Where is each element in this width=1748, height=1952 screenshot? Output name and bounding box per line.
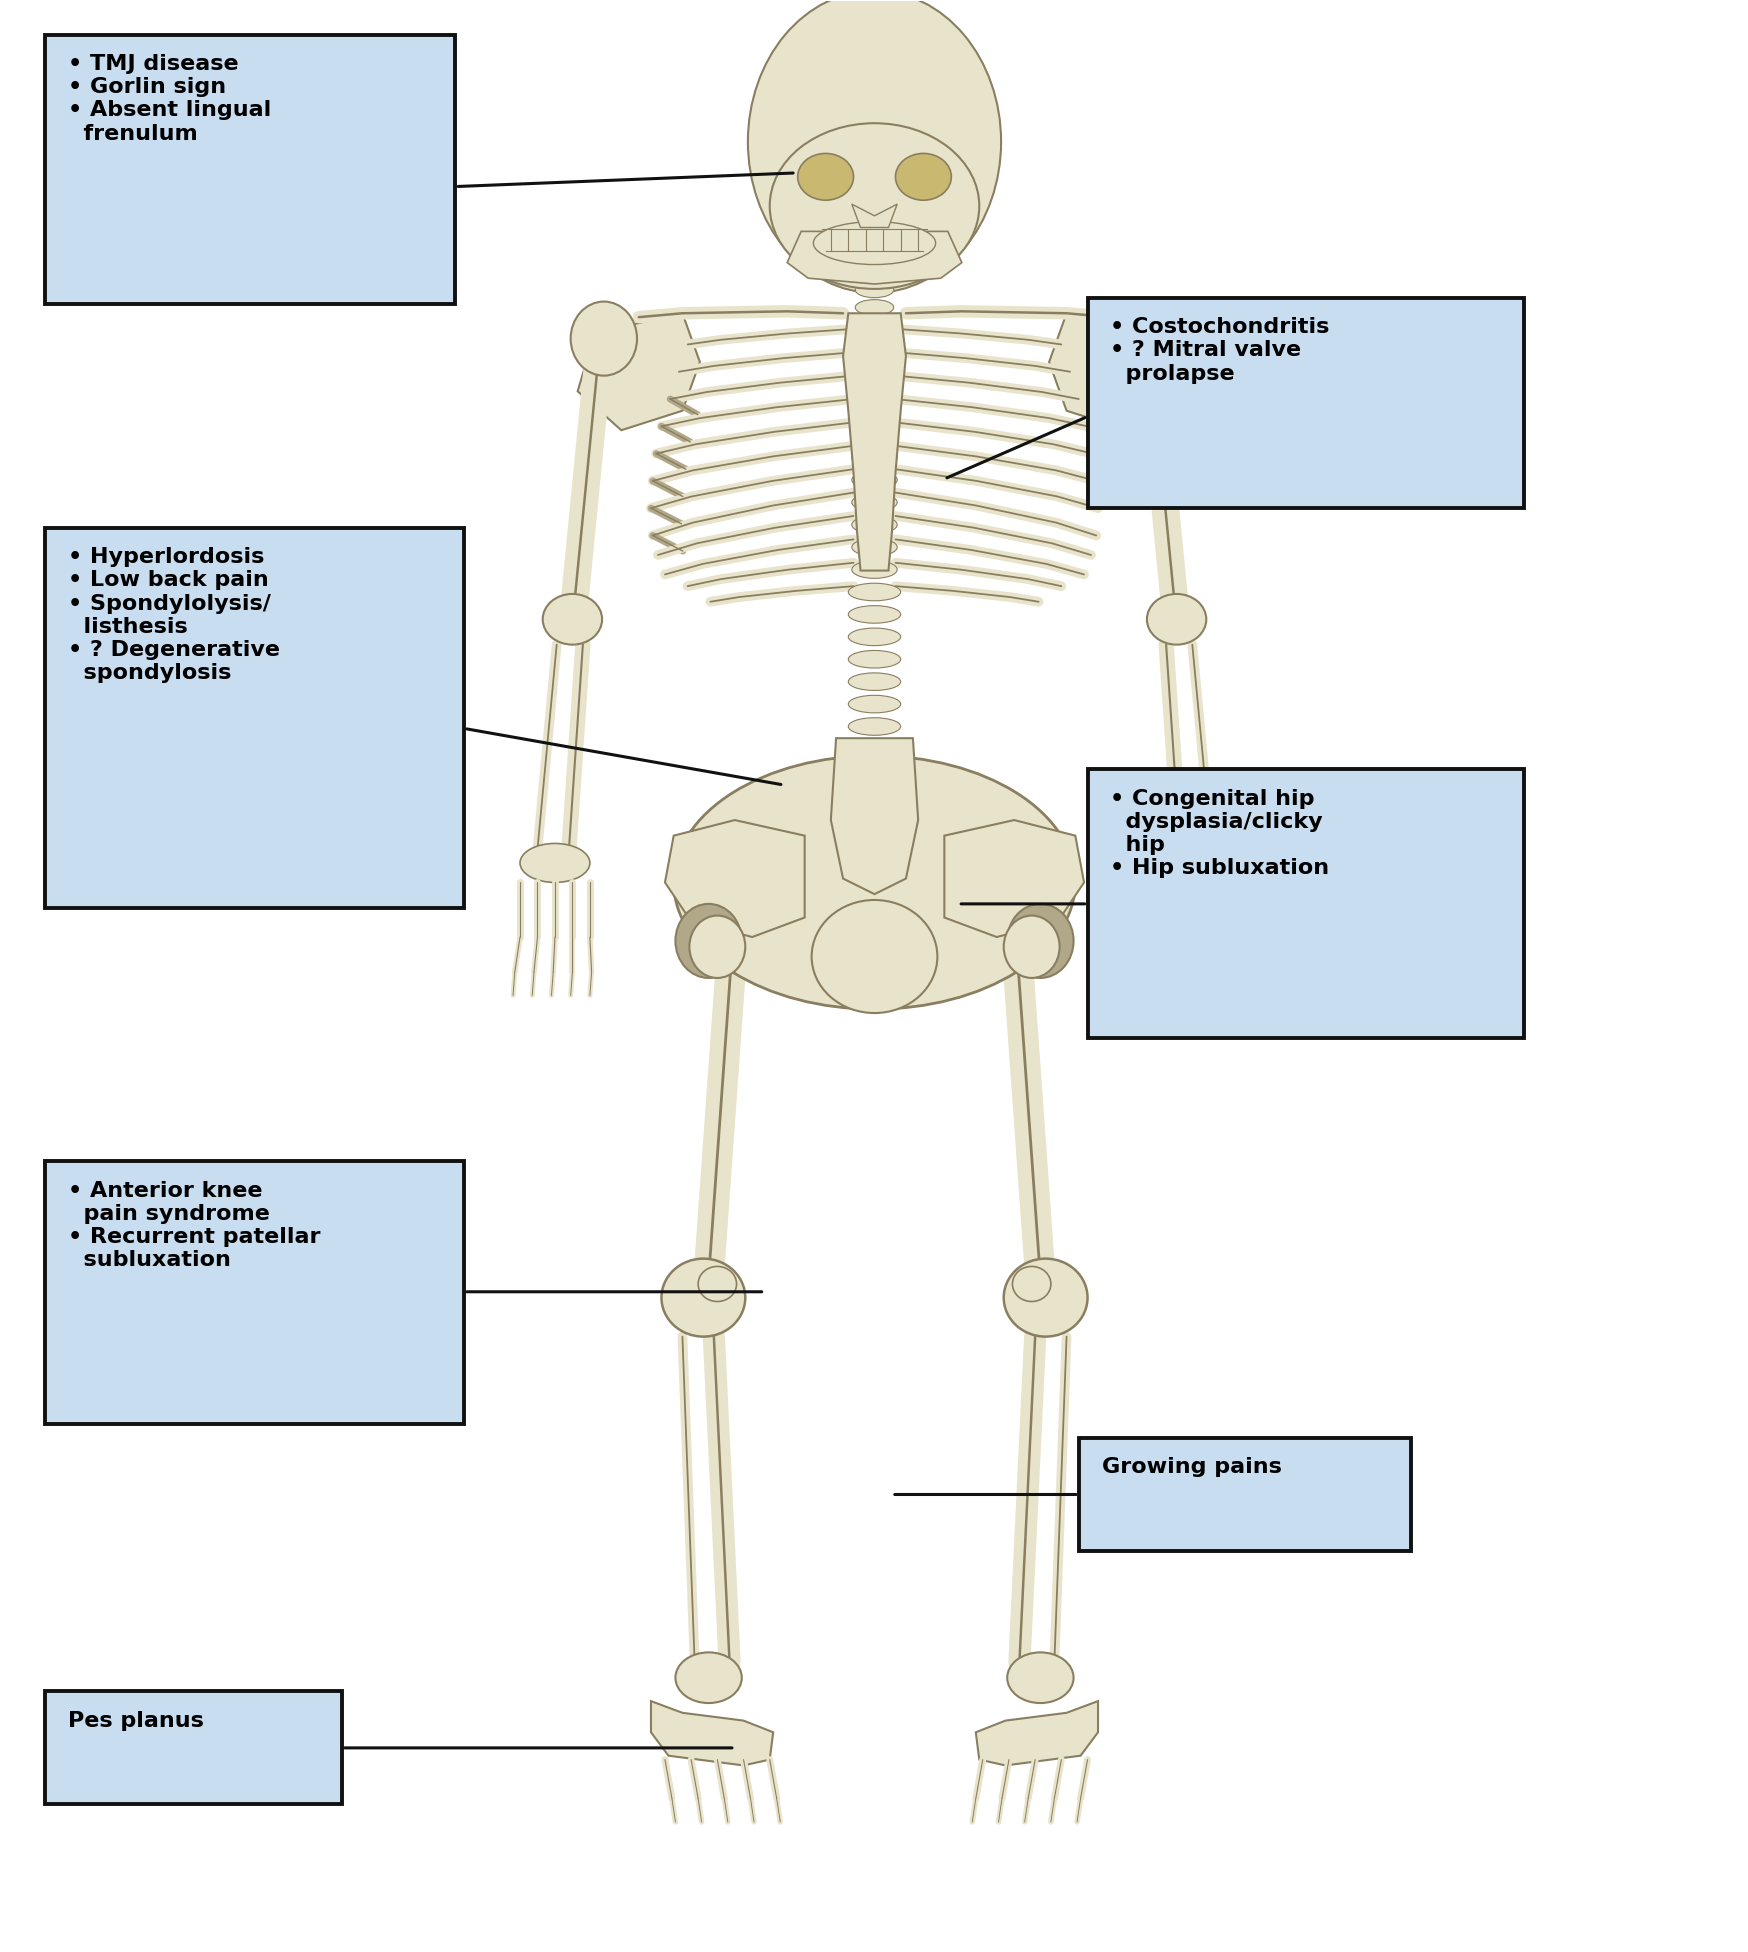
- Text: • TMJ disease
• Gorlin sign
• Absent lingual
  frenulum: • TMJ disease • Gorlin sign • Absent lin…: [68, 55, 271, 144]
- Polygon shape: [944, 820, 1084, 937]
- Ellipse shape: [769, 123, 979, 289]
- Ellipse shape: [661, 1259, 745, 1337]
- Text: • Anterior knee
  pain syndrome
• Recurrent patellar
  subluxation: • Anterior knee pain syndrome • Recurren…: [68, 1181, 320, 1271]
- FancyBboxPatch shape: [45, 35, 454, 303]
- Ellipse shape: [855, 316, 893, 332]
- Ellipse shape: [855, 299, 893, 314]
- Ellipse shape: [1007, 1653, 1073, 1702]
- Ellipse shape: [675, 1653, 741, 1702]
- Ellipse shape: [811, 900, 937, 1013]
- Ellipse shape: [851, 381, 897, 398]
- Ellipse shape: [855, 334, 893, 349]
- Ellipse shape: [895, 154, 951, 201]
- Text: Pes planus: Pes planus: [68, 1710, 203, 1731]
- Polygon shape: [650, 1700, 773, 1765]
- Text: • Hyperlordosis
• Low back pain
• Spondylolysis/
  listhesis
• ? Degenerative
  : • Hyperlordosis • Low back pain • Spondy…: [68, 547, 280, 683]
- Ellipse shape: [748, 0, 1000, 293]
- FancyBboxPatch shape: [45, 1161, 463, 1425]
- Ellipse shape: [813, 223, 935, 265]
- Ellipse shape: [1147, 593, 1206, 644]
- Ellipse shape: [848, 629, 900, 646]
- Polygon shape: [664, 820, 804, 937]
- Ellipse shape: [1003, 915, 1059, 978]
- Ellipse shape: [848, 718, 900, 736]
- Ellipse shape: [675, 904, 741, 978]
- FancyBboxPatch shape: [45, 1690, 341, 1804]
- Ellipse shape: [851, 426, 897, 443]
- Ellipse shape: [848, 673, 900, 691]
- Ellipse shape: [851, 449, 897, 467]
- Ellipse shape: [851, 314, 897, 332]
- Ellipse shape: [851, 539, 897, 556]
- Polygon shape: [843, 312, 905, 570]
- Ellipse shape: [851, 470, 897, 488]
- Ellipse shape: [570, 301, 636, 375]
- Polygon shape: [830, 738, 918, 894]
- Polygon shape: [1049, 312, 1171, 429]
- Ellipse shape: [851, 560, 897, 578]
- Ellipse shape: [797, 154, 853, 201]
- Ellipse shape: [855, 283, 893, 297]
- FancyBboxPatch shape: [1079, 1439, 1411, 1552]
- Ellipse shape: [1007, 904, 1073, 978]
- Ellipse shape: [851, 515, 897, 533]
- Ellipse shape: [855, 351, 893, 367]
- Text: • Costochondritis
• ? Mitral valve
  prolapse: • Costochondritis • ? Mitral valve prola…: [1110, 316, 1328, 383]
- Ellipse shape: [848, 650, 900, 668]
- Polygon shape: [851, 205, 897, 228]
- Ellipse shape: [1012, 1267, 1051, 1302]
- Ellipse shape: [1003, 1259, 1087, 1337]
- Polygon shape: [975, 1700, 1098, 1765]
- Ellipse shape: [851, 359, 897, 377]
- Polygon shape: [787, 232, 961, 285]
- Ellipse shape: [1159, 843, 1229, 882]
- Ellipse shape: [851, 494, 897, 511]
- Ellipse shape: [851, 404, 897, 422]
- Polygon shape: [577, 312, 699, 429]
- FancyBboxPatch shape: [45, 527, 463, 908]
- Ellipse shape: [542, 593, 601, 644]
- Ellipse shape: [851, 336, 897, 353]
- Ellipse shape: [689, 915, 745, 978]
- Text: • Congenital hip
  dysplasia/clicky
  hip
• Hip subluxation: • Congenital hip dysplasia/clicky hip • …: [1110, 789, 1328, 878]
- Ellipse shape: [848, 605, 900, 623]
- Ellipse shape: [848, 695, 900, 712]
- Ellipse shape: [848, 584, 900, 601]
- Text: Growing pains: Growing pains: [1101, 1458, 1281, 1478]
- Ellipse shape: [1112, 301, 1178, 375]
- FancyBboxPatch shape: [1087, 769, 1523, 1038]
- Ellipse shape: [697, 1267, 736, 1302]
- Ellipse shape: [673, 755, 1075, 1009]
- Ellipse shape: [519, 843, 589, 882]
- FancyBboxPatch shape: [1087, 297, 1523, 508]
